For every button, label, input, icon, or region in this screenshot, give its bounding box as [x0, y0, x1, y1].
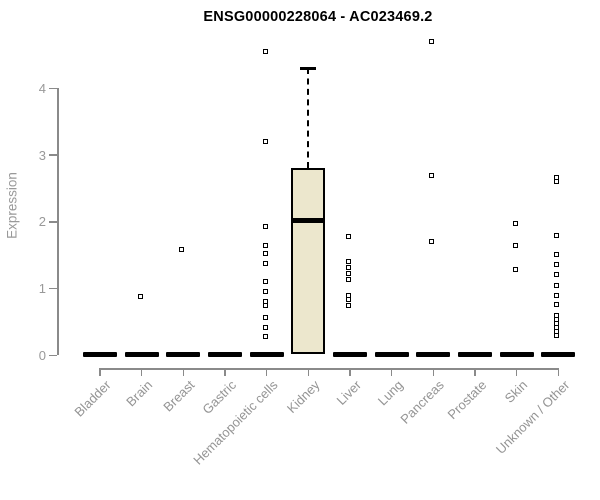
- outlier-point: [346, 302, 352, 308]
- outlier-point: [262, 242, 268, 248]
- x-tick-mark: [515, 368, 518, 376]
- outlier-point: [512, 242, 518, 248]
- outlier-point: [262, 138, 268, 144]
- x-tick-mark: [349, 368, 351, 376]
- outlier-point: [262, 289, 268, 295]
- x-category-label: Gastric: [199, 377, 239, 418]
- x-category-label: Lung: [374, 377, 406, 409]
- x-tick-mark: [307, 368, 310, 376]
- zero-box-bar: [333, 352, 368, 358]
- x-category-label: Unknown / Other: [492, 377, 573, 457]
- x-tick-mark: [390, 368, 393, 376]
- zero-box-bar: [458, 352, 493, 358]
- x-tick-mark: [224, 368, 226, 376]
- x-category-label: Liver: [333, 377, 364, 408]
- x-category-label: Breast: [160, 377, 198, 415]
- outlier-point: [346, 271, 352, 277]
- outlier-point: [262, 49, 268, 55]
- y-tick-label: 1: [38, 281, 46, 297]
- y-tick-label: 0: [38, 347, 46, 363]
- x-axis-line: [99, 368, 560, 370]
- x-category-label: Kidney: [283, 377, 323, 417]
- outlier-point: [346, 265, 352, 271]
- y-axis-label: Expression: [4, 172, 20, 239]
- y-tick-label: 4: [38, 80, 46, 96]
- outlier-point: [554, 282, 560, 288]
- x-tick-mark: [474, 368, 476, 376]
- y-tick-mark: [49, 287, 57, 290]
- x-tick-mark: [432, 368, 435, 376]
- y-tick-mark: [49, 354, 57, 357]
- chart-title: ENSG00000228064 - AC023469.2: [203, 9, 433, 25]
- y-tick-mark: [49, 87, 57, 90]
- outlier-point: [179, 247, 185, 253]
- y-tick-label: 2: [38, 214, 46, 230]
- outlier-point: [346, 259, 352, 265]
- x-category-label: Bladder: [71, 377, 114, 420]
- outlier-point: [262, 251, 268, 257]
- x-tick-mark: [557, 368, 560, 376]
- zero-box-bar: [541, 352, 576, 358]
- zero-box-bar: [499, 352, 534, 358]
- outlier-point: [429, 172, 435, 178]
- y-tick-label: 3: [38, 147, 46, 163]
- outlier-point: [554, 179, 560, 185]
- x-category-label: Skin: [502, 377, 531, 406]
- outlier-point: [512, 221, 518, 227]
- x-category-label: Pancreas: [397, 377, 448, 427]
- y-tick-mark: [49, 221, 57, 223]
- zero-box-bar: [166, 352, 201, 358]
- y-axis-line: [57, 88, 59, 356]
- whisker-upper: [307, 68, 310, 169]
- outlier-point: [262, 260, 268, 266]
- outlier-point: [346, 277, 352, 283]
- outlier-point: [554, 293, 560, 299]
- outlier-point: [262, 324, 268, 330]
- x-tick-mark: [265, 368, 268, 376]
- x-tick-mark: [99, 368, 101, 376]
- x-category-label: Brain: [123, 377, 156, 410]
- zero-box-bar: [83, 352, 117, 358]
- outlier-point: [554, 302, 560, 308]
- outlier-point: [346, 233, 352, 239]
- outlier-point: [137, 294, 143, 300]
- outlier-point: [554, 272, 560, 278]
- zero-box-bar: [249, 352, 284, 358]
- y-tick-mark: [49, 154, 57, 156]
- outlier-point: [346, 296, 352, 302]
- outlier-point: [262, 223, 268, 229]
- whisker-cap: [300, 67, 317, 70]
- zero-box-bar: [124, 352, 159, 358]
- median-line: [291, 217, 326, 223]
- outlier-point: [262, 279, 268, 285]
- x-tick-mark: [140, 368, 143, 376]
- outlier-point: [554, 262, 560, 268]
- outlier-point: [262, 315, 268, 321]
- outlier-point: [554, 332, 560, 338]
- zero-box-bar: [416, 352, 451, 358]
- zero-box-bar: [208, 352, 242, 358]
- outlier-point: [429, 39, 435, 45]
- outlier-point: [512, 267, 518, 273]
- outlier-point: [262, 334, 268, 340]
- x-tick-mark: [182, 368, 185, 376]
- outlier-point: [262, 303, 268, 309]
- outlier-point: [554, 252, 560, 257]
- outlier-point: [429, 239, 435, 245]
- outlier-point: [554, 233, 560, 239]
- zero-box-bar: [374, 352, 409, 358]
- x-category-label: Prostate: [444, 377, 489, 423]
- box-kidney: [291, 168, 326, 354]
